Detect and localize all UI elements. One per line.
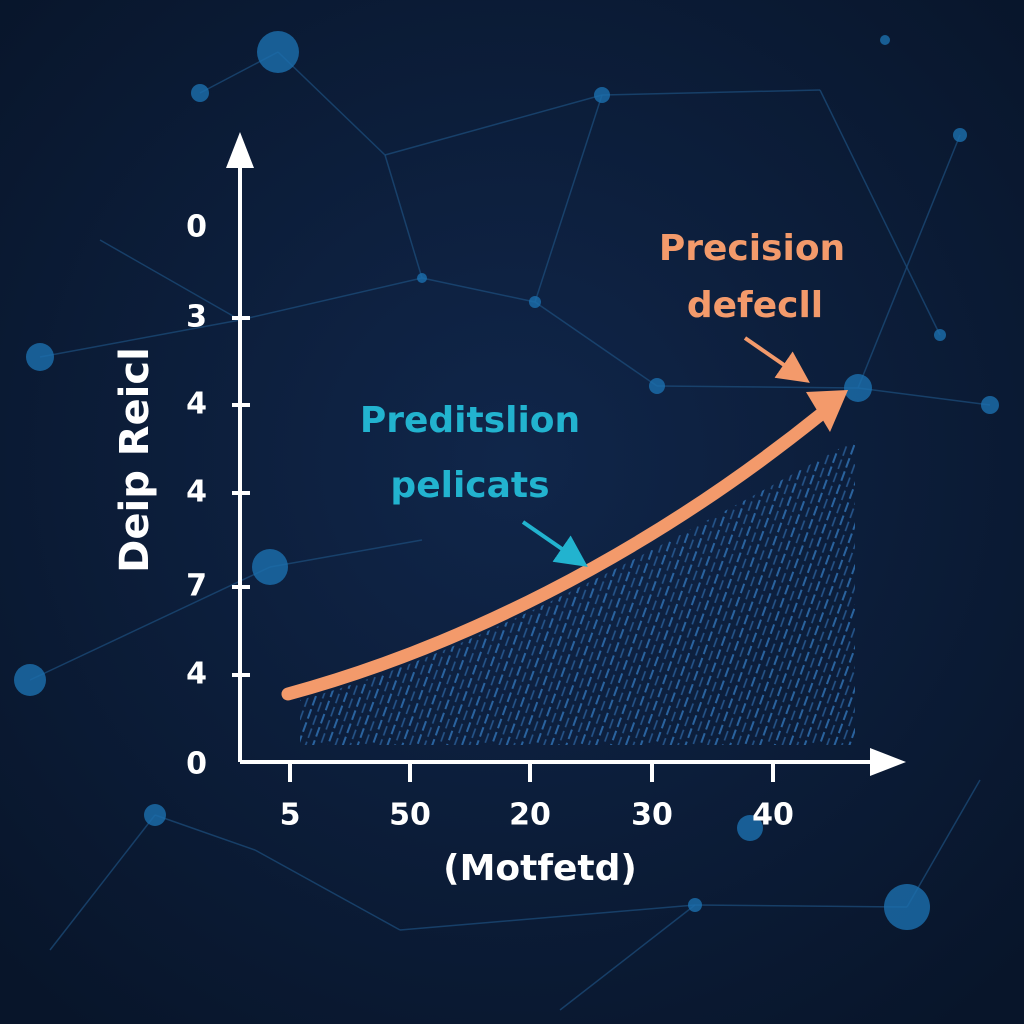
- y-tick-label: 0: [186, 747, 207, 782]
- y-tick-label: 3: [186, 300, 207, 335]
- trend-arrowhead: [806, 390, 848, 432]
- y-axis-arrow: [226, 132, 254, 168]
- annotation: pelicats: [390, 465, 549, 506]
- annotation: Precision: [659, 228, 845, 269]
- y-tick-label: 4: [186, 475, 207, 510]
- y-axis-label: Deip Reicl: [112, 347, 158, 573]
- y-tick-label: 7: [186, 569, 207, 604]
- y-tick-label: 0: [186, 210, 207, 245]
- trend-curve: [281, 408, 827, 701]
- hatched-area: [300, 440, 855, 745]
- x-tick-label: 20: [509, 798, 551, 833]
- x-axis-arrow: [870, 748, 906, 776]
- annotation: defecll: [687, 285, 823, 326]
- y-tick-label: 4: [186, 387, 207, 422]
- x-tick-label: 30: [631, 798, 673, 833]
- network-background: [14, 31, 999, 1011]
- y-tick-label: 4: [186, 657, 207, 692]
- x-tick-label: 40: [752, 798, 794, 833]
- annotation: Preditslion: [360, 400, 580, 441]
- x-tick-label: 5: [280, 798, 301, 833]
- annotation-arrow: [521, 520, 588, 567]
- x-axis-label: (Motfetd): [443, 848, 637, 889]
- x-tick-label: 50: [389, 798, 431, 833]
- annotation-arrow: [743, 336, 810, 383]
